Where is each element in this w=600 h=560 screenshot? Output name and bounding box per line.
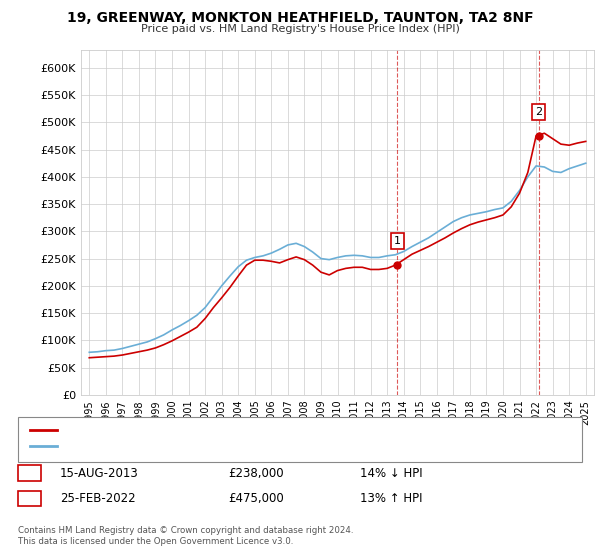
- Text: 19, GREENWAY, MONKTON HEATHFIELD, TAUNTON, TA2 8NF: 19, GREENWAY, MONKTON HEATHFIELD, TAUNTO…: [67, 11, 533, 25]
- Text: 19, GREENWAY, MONKTON HEATHFIELD, TAUNTON, TA2 8NF (detached house): 19, GREENWAY, MONKTON HEATHFIELD, TAUNTO…: [63, 424, 469, 435]
- Text: 25-FEB-2022: 25-FEB-2022: [60, 492, 136, 505]
- Text: £238,000: £238,000: [228, 466, 284, 480]
- Text: 1: 1: [394, 236, 401, 246]
- Text: 2: 2: [535, 107, 542, 117]
- Text: Contains HM Land Registry data © Crown copyright and database right 2024.
This d: Contains HM Land Registry data © Crown c…: [18, 526, 353, 546]
- Text: Price paid vs. HM Land Registry's House Price Index (HPI): Price paid vs. HM Land Registry's House …: [140, 24, 460, 34]
- Text: 14% ↓ HPI: 14% ↓ HPI: [360, 466, 422, 480]
- Text: 13% ↑ HPI: 13% ↑ HPI: [360, 492, 422, 505]
- Text: £475,000: £475,000: [228, 492, 284, 505]
- Text: HPI: Average price, detached house, Somerset: HPI: Average price, detached house, Some…: [63, 441, 306, 451]
- Text: 15-AUG-2013: 15-AUG-2013: [60, 466, 139, 480]
- Text: 2: 2: [26, 492, 33, 505]
- Text: 1: 1: [26, 466, 33, 480]
